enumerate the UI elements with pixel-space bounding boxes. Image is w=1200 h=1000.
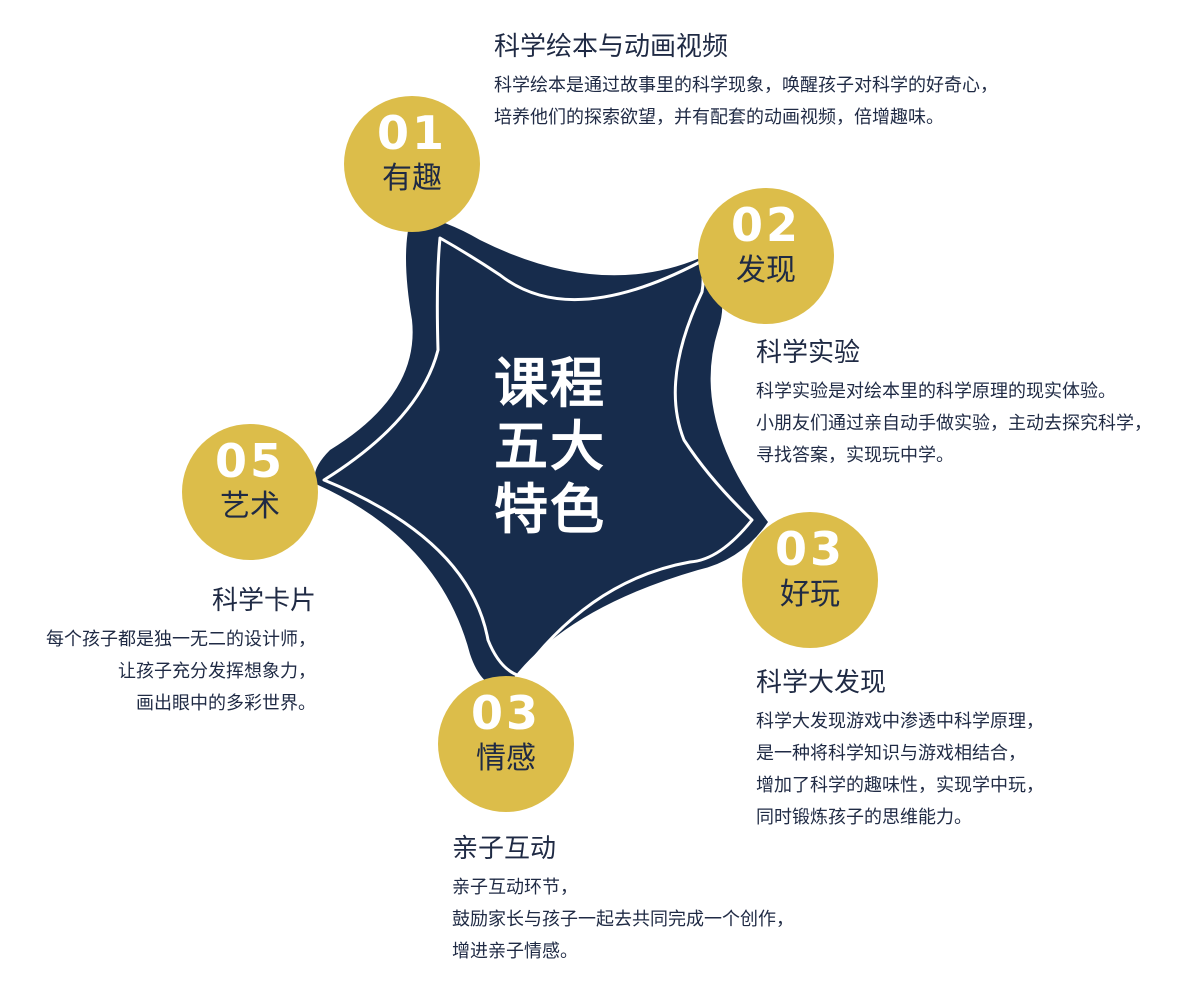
star-inner-outline bbox=[322, 236, 754, 678]
feature-title: 科学实验 bbox=[756, 338, 861, 368]
feature-line: 鼓励家长与孩子一起去共同完成一个创作， bbox=[452, 909, 794, 930]
badge-label: 有趣 bbox=[382, 161, 442, 196]
badge-number: 02 bbox=[730, 198, 801, 252]
feature-line: 科学实验是对绘本里的科学原理的现实体验。 bbox=[756, 381, 1116, 402]
badge-02: 02 发现 bbox=[698, 188, 834, 324]
feature-experiments: 科学实验 科学实验是对绘本里的科学原理的现实体验。 小朋友们通过亲自动手做实验，… bbox=[756, 336, 1152, 472]
feature-title: 科学绘本与动画视频 bbox=[494, 32, 729, 62]
feature-title: 科学卡片 bbox=[211, 586, 316, 616]
badge-number: 03 bbox=[774, 522, 845, 576]
center-title-line-3: 特色 bbox=[494, 478, 606, 541]
feature-line: 同时锻炼孩子的思维能力。 bbox=[756, 807, 972, 828]
feature-line: 让孩子充分发挥想象力， bbox=[118, 661, 316, 682]
feature-line: 培养他们的探索欲望，并有配套的动画视频，倍增趣味。 bbox=[494, 107, 944, 128]
badge-label: 好玩 bbox=[780, 577, 840, 612]
badge-number: 03 bbox=[470, 686, 541, 740]
center-title-line-1: 课程 bbox=[494, 352, 606, 415]
badge-number: 01 bbox=[376, 106, 447, 160]
feature-discovery: 科学大发现 科学大发现游戏中渗透中科学原理， 是一种将科学知识与游戏相结合， 增… bbox=[756, 666, 1044, 834]
feature-picture-books: 科学绘本与动画视频 科学绘本是通过故事里的科学现象，唤醒孩子对科学的好奇心， 培… bbox=[494, 30, 998, 134]
feature-line: 寻找答案，实现玩中学。 bbox=[756, 445, 954, 466]
feature-cards: 科学卡片 每个孩子都是独一无二的设计师， 让孩子充分发挥想象力， 画出眼中的多彩… bbox=[46, 584, 316, 720]
feature-line: 增加了科学的趣味性，实现学中玩， bbox=[756, 775, 1044, 796]
center-title-line-2: 五大 bbox=[494, 415, 606, 478]
badge-01: 01 有趣 bbox=[344, 96, 480, 232]
feature-line: 画出眼中的多彩世界。 bbox=[136, 693, 316, 714]
feature-line: 科学大发现游戏中渗透中科学原理， bbox=[756, 711, 1044, 732]
badge-number: 05 bbox=[214, 434, 285, 488]
center-title: 课程 五大 特色 bbox=[488, 352, 612, 541]
feature-line: 增进亲子情感。 bbox=[452, 941, 578, 962]
feature-line: 科学绘本是通过故事里的科学现象，唤醒孩子对科学的好奇心， bbox=[494, 75, 998, 96]
feature-line: 亲子互动环节， bbox=[452, 877, 578, 898]
feature-line: 每个孩子都是独一无二的设计师， bbox=[46, 629, 316, 650]
badge-03-emotion: 03 情感 bbox=[438, 676, 574, 812]
feature-title: 科学大发现 bbox=[756, 668, 887, 698]
badge-label: 发现 bbox=[736, 253, 796, 288]
feature-line: 小朋友们通过亲自动手做实验，主动去探究科学， bbox=[756, 413, 1152, 434]
badge-label: 情感 bbox=[476, 741, 536, 776]
badge-05: 05 艺术 bbox=[182, 424, 318, 560]
feature-title: 亲子互动 bbox=[452, 834, 557, 864]
badge-label: 艺术 bbox=[220, 489, 280, 524]
badge-03-play: 03 好玩 bbox=[742, 512, 878, 648]
feature-line: 是一种将科学知识与游戏相结合， bbox=[756, 743, 1026, 764]
feature-parent-child: 亲子互动 亲子互动环节， 鼓励家长与孩子一起去共同完成一个创作， 增进亲子情感。 bbox=[452, 832, 794, 968]
